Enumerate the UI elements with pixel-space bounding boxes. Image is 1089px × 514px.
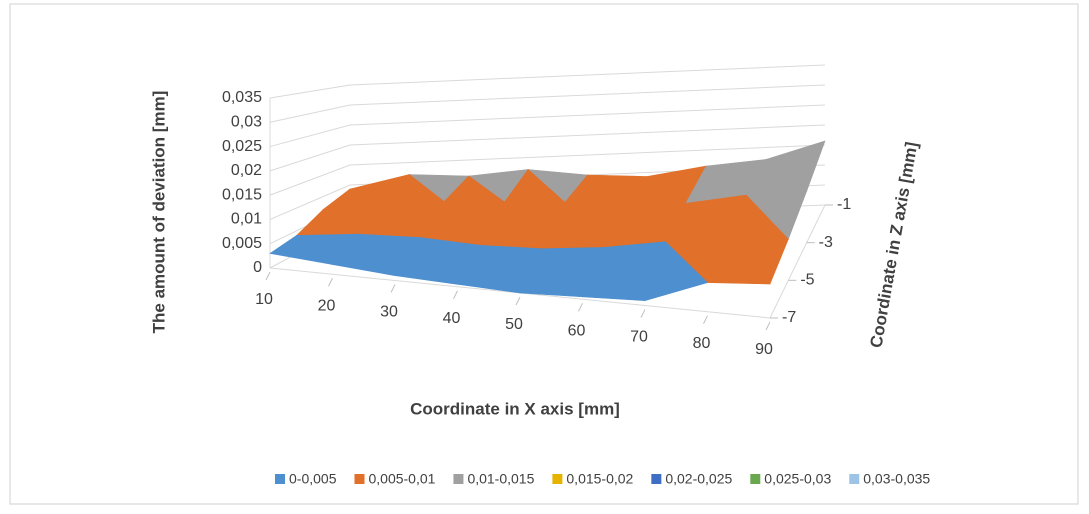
x-tick [328,278,333,287]
x-tick-label: 10 [255,291,273,308]
y-tick-label: 0,035 [222,89,262,106]
surface-facet [394,236,459,285]
grid-line [269,64,826,99]
y-tick-label: 0,01 [231,211,262,228]
surface-facet [644,241,709,302]
z-tick-label: -3 [819,234,833,251]
surface-facet [519,248,584,298]
x-tick-label: 80 [693,335,711,352]
x-tick-label: 70 [630,329,648,346]
y-tick-label: 0,02 [231,162,262,179]
y-tick-label: 0 [253,259,262,276]
x-tick [390,284,396,293]
grid-line [269,164,826,220]
x-tick-label: 20 [318,297,336,314]
legend-label: 0,01-0,015 [467,471,534,487]
x-tick [515,296,521,306]
grid-line [269,104,826,148]
legend-swatch [453,474,464,484]
y-tick-label: 0,005 [222,235,262,252]
x-tick-label: 40 [443,310,461,327]
legend-label: 0,015-0,02 [566,471,633,487]
legend-swatch [849,474,860,484]
surface-facet [331,233,396,277]
legend-label: 0,03-0,035 [863,471,930,487]
grid-line [269,124,826,172]
y-tick-label: 0,03 [231,114,262,131]
x-tick-label: 50 [505,316,523,333]
legend-label: 0,025-0,03 [764,471,831,487]
surface-facet [457,244,521,294]
x-tick [765,321,771,331]
x-axis-label: Coordinate in X axis [mm] [410,399,620,418]
legend-swatch [651,474,662,484]
y-tick-label: 0,025 [222,138,262,155]
y-tick-label: 0,015 [222,186,262,203]
x-tick [703,315,708,324]
z-tick-label: -5 [800,272,814,289]
x-tick [640,309,646,318]
x-tick-label: 60 [568,322,586,339]
z-tick-label: -7 [782,309,796,326]
legend-swatch [275,474,285,484]
legend-label: 0-0,005 [289,471,337,487]
legend-label: 0,005-0,01 [368,471,435,487]
grid-line [269,84,826,123]
x-tick [265,271,271,281]
legend-label: 0,02-0,025 [665,471,732,487]
surface-facet [707,239,771,285]
grid-line [269,144,826,196]
x-tick [578,303,583,312]
z-tick-label: -1 [837,196,851,213]
legend-swatch [552,474,563,484]
x-tick-label: 30 [380,304,398,321]
x-tick [453,290,458,299]
x-tick-label: 90 [755,341,773,358]
surface-facet [269,235,334,266]
legend-swatch [750,474,761,484]
surface-facet [582,246,646,301]
y-axis-label: The amount of deviation [mm] [149,91,168,334]
legend-swatch [354,474,365,484]
